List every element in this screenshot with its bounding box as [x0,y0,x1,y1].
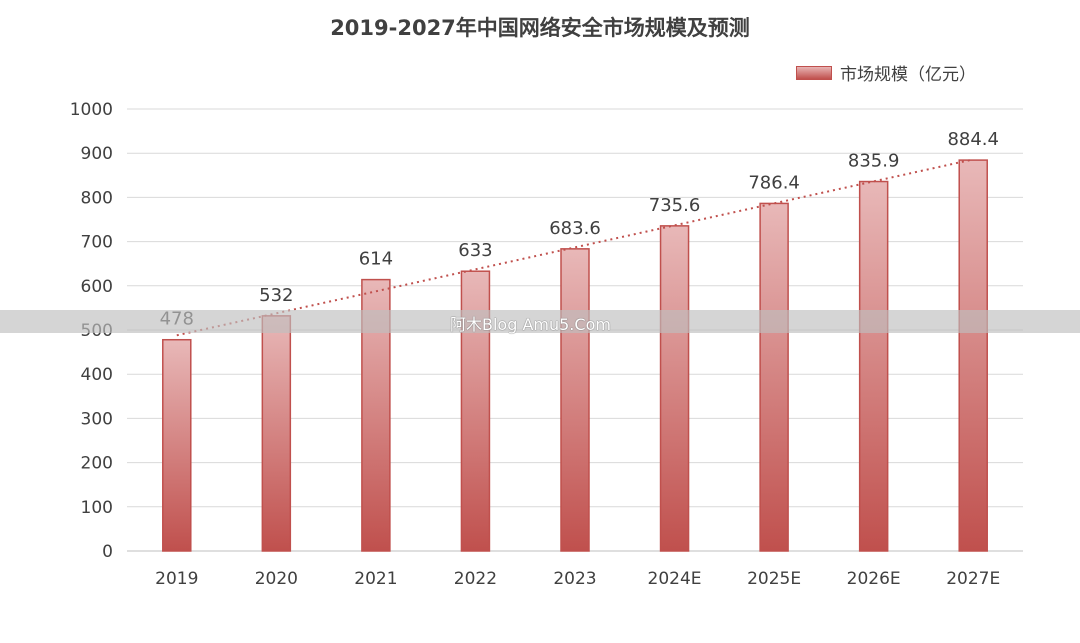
y-tick-label: 900 [81,144,113,164]
y-tick-label: 0 [102,542,113,562]
watermark-text: 阿木Blog Amu5.Com [450,315,611,334]
x-tick-label: 2022 [454,569,497,589]
bar [659,225,690,552]
watermark-band: 阿木Blog Amu5.Com [0,310,1080,334]
x-tick-label: 2024E [648,569,702,589]
x-tick-label: 2019 [155,569,198,589]
data-label: 786.4 [748,172,800,193]
legend: 市场规模（亿元） [796,60,976,85]
y-tick-label: 600 [81,277,113,297]
data-label: 735.6 [649,195,701,216]
x-tick-label: 2021 [354,569,397,589]
x-tick-label: 2023 [553,569,596,589]
bar [560,248,590,552]
bar [261,315,292,552]
x-tick-label: 2020 [255,569,298,589]
data-label: 683.6 [549,218,601,239]
x-tick-label: 2027E [946,569,1000,589]
bar [162,338,192,552]
data-label: 835.9 [848,151,900,172]
x-tick-label: 2026E [847,569,901,589]
y-tick-label: 1000 [70,100,113,120]
data-label: 633 [458,240,492,261]
legend-swatch [796,65,832,80]
data-label: 614 [359,249,393,270]
y-tick-label: 200 [81,454,113,474]
x-tick-label: 2025E [747,569,801,589]
chart-title: 2019-2027年中国网络安全市场规模及预测 [330,16,750,40]
y-tick-label: 700 [81,233,113,253]
data-label: 884.4 [947,129,999,150]
bar [759,202,789,552]
bar [858,180,889,552]
trendline [176,158,974,337]
y-tick-label: 100 [81,498,113,518]
legend-label: 市场规模（亿元） [840,65,976,85]
y-tick-label: 800 [81,188,113,208]
data-label: 532 [259,285,293,306]
y-tick-label: 300 [81,409,113,429]
y-tick-label: 400 [81,365,113,385]
bar [958,159,988,552]
